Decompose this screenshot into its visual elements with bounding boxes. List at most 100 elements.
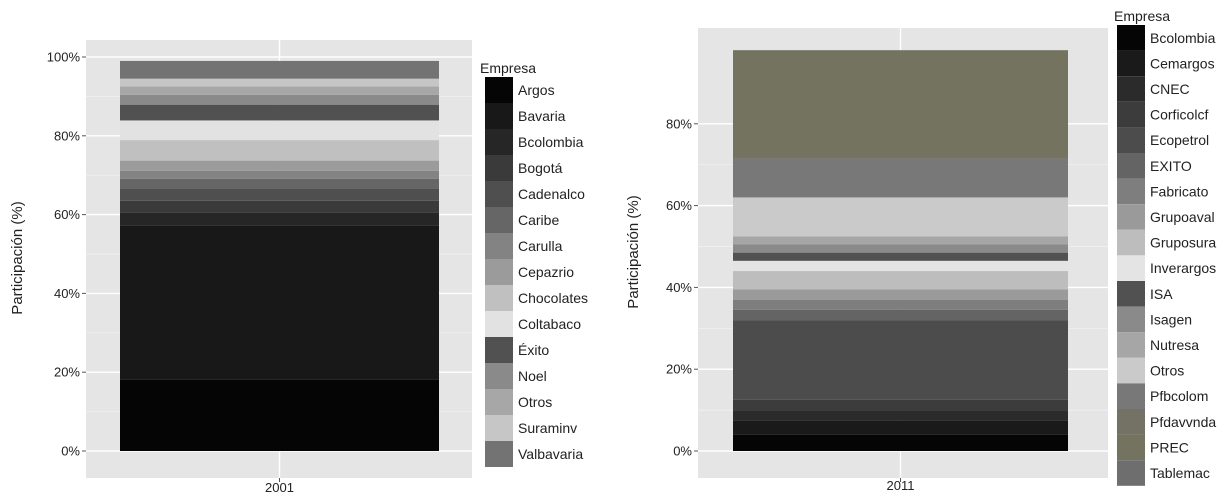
- y-tick-label: 100%: [47, 50, 81, 65]
- chart-2011: 0% 20% 40% 60% 80% 2011 Participación (%) Empre…: [625, 8, 1216, 493]
- legend-key: [1117, 357, 1145, 384]
- bar-segment: [120, 225, 439, 380]
- bar-segment: [120, 94, 439, 105]
- bar-segment: [733, 420, 1068, 435]
- y-tick-label: 60%: [54, 207, 80, 222]
- legend-key: [1117, 229, 1145, 256]
- legend-label: Pfbcolom: [1150, 388, 1208, 404]
- legend-label: CNEC: [1150, 81, 1190, 97]
- legend-key: [1117, 409, 1145, 435]
- legend-key: [485, 389, 513, 415]
- legend-key: [1117, 204, 1145, 230]
- bar-segment: [733, 410, 1068, 421]
- legend-key: [485, 129, 513, 155]
- y-tick-label: 20%: [54, 365, 80, 380]
- legend-label: ISA: [1150, 286, 1173, 302]
- y-tick-label: 80%: [666, 116, 692, 131]
- legend-key: [1117, 383, 1145, 409]
- legend-label: Nutresa: [1150, 337, 1199, 353]
- legend-label: Inverargos: [1150, 260, 1216, 276]
- legend-key: [1117, 178, 1145, 205]
- legend-label: Grupoaval: [1150, 209, 1215, 225]
- legend-key: [485, 77, 513, 103]
- legend-key: [485, 207, 513, 233]
- legend-label: Otros: [518, 394, 552, 410]
- bar-segment: [120, 120, 439, 141]
- legend-label: Bavaria: [518, 108, 566, 124]
- legend-key: [485, 415, 513, 441]
- y-axis-label: Participación (%): [9, 201, 26, 314]
- y-tick-label: 40%: [54, 286, 80, 301]
- legend-label: Fabricato: [1150, 183, 1209, 199]
- bar-segment: [733, 299, 1068, 310]
- bar-segment: [120, 212, 439, 226]
- bar-segment: [733, 236, 1068, 245]
- legend-label: Suraminv: [518, 420, 577, 436]
- legend-key: [485, 259, 513, 285]
- bar-segment: [733, 244, 1068, 253]
- legend-key: [485, 363, 513, 389]
- y-axis-label: Participación (%): [625, 195, 642, 308]
- bar-segment: [733, 434, 1068, 451]
- bar-segment: [733, 50, 1068, 157]
- legend-key: [485, 285, 513, 311]
- legend-label: Bcolombia: [1150, 30, 1216, 46]
- legend-key: [485, 441, 513, 467]
- bar-segment: [120, 379, 439, 451]
- legend-key: [485, 233, 513, 259]
- bar-segment: [120, 78, 439, 87]
- legend-label: Bogotá: [518, 160, 563, 176]
- x-tick-label: 2001: [265, 480, 294, 495]
- legend-key: [485, 311, 513, 337]
- legend-label: Ecopetrol: [1150, 132, 1209, 148]
- bar-segment: [733, 289, 1068, 300]
- legend-key: [485, 155, 513, 181]
- legend-label: Argos: [518, 82, 555, 98]
- chart-2001: 0% 20% 40% 60% 80% 100% 2001 Participación (%) E…: [9, 40, 588, 495]
- y-tick-label: 60%: [666, 198, 692, 213]
- bar-segment: [733, 320, 1068, 400]
- bar-segment: [120, 160, 439, 171]
- legend-label: Corficolcf: [1150, 107, 1208, 123]
- legend-key: [1117, 281, 1145, 307]
- legend-label: Valbavaria: [518, 446, 583, 462]
- legend-label: Chocolates: [518, 290, 588, 306]
- y-tick-label: 80%: [54, 128, 80, 143]
- legend-key: [1117, 255, 1145, 281]
- bar-segment: [120, 86, 439, 95]
- legend-key: [485, 103, 513, 129]
- legend-key: [1117, 127, 1145, 153]
- y-tick-label: 40%: [666, 280, 692, 295]
- legend-title: Empresa: [1114, 8, 1170, 24]
- legend-key: [1117, 153, 1145, 179]
- legend-label: Coltabaco: [518, 316, 581, 332]
- bar-segment: [120, 170, 439, 179]
- legend-title: Empresa: [480, 60, 536, 76]
- legend-key: [1117, 460, 1145, 486]
- legend-label: Tablemac: [1150, 465, 1210, 481]
- legend-label: Caribe: [518, 212, 559, 228]
- bar-segment: [733, 197, 1068, 237]
- legend-label: Noel: [518, 368, 547, 384]
- legend-label: Otros: [1150, 363, 1184, 379]
- legend-key: [1117, 76, 1145, 102]
- legend-label: Cadenalco: [518, 186, 585, 202]
- legend-label: Gruposura: [1150, 235, 1216, 251]
- legend-label: Isagen: [1150, 311, 1192, 327]
- bar-segment: [733, 309, 1068, 321]
- legend-label: EXITO: [1150, 158, 1192, 174]
- legend-label: Éxito: [518, 342, 549, 358]
- bar-segment: [733, 158, 1068, 198]
- y-tick-label: 20%: [666, 362, 692, 377]
- bar-segment: [120, 188, 439, 201]
- legend-key: [485, 337, 513, 363]
- bar-segment: [120, 200, 439, 213]
- legend-key: [1117, 101, 1145, 128]
- legend-label: Bcolombia: [518, 134, 584, 150]
- bar-segment: [120, 104, 439, 121]
- bar-segment: [120, 60, 439, 79]
- x-tick-label: 2011: [887, 478, 915, 493]
- legend-label: Carulla: [518, 238, 563, 254]
- y-tick-label: 0%: [673, 444, 692, 459]
